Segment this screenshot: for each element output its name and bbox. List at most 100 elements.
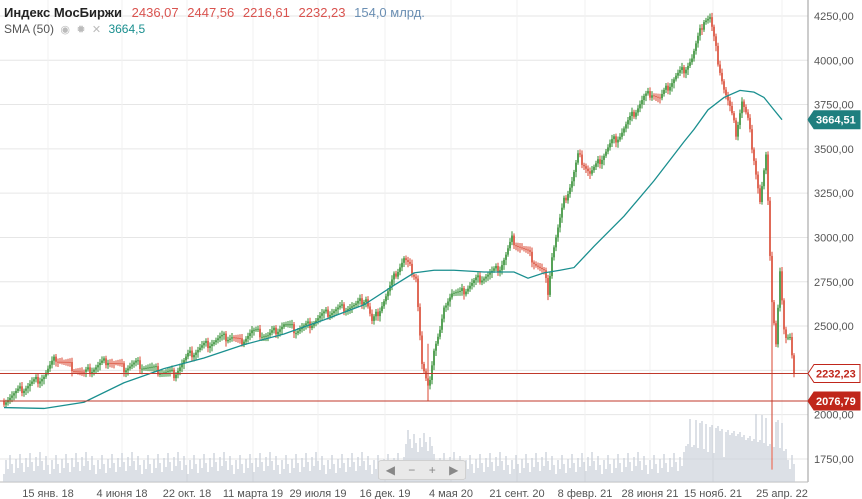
scroll-right-icon[interactable]: ▶ [449,463,459,477]
volume-bar [529,472,531,482]
volume-bar [11,464,13,482]
volume-bar [171,471,173,482]
price-label-sma: 3664,51 [807,110,861,130]
candle-body [315,320,317,324]
scroll-left-icon[interactable]: ◀ [385,463,395,477]
candle-body [329,314,331,317]
candle-body [115,363,117,365]
x-tick-label: 15 янв. 18 [22,488,74,499]
candle-body [545,270,547,279]
volume-bar [137,456,139,482]
candle-body [13,393,15,396]
price-label-box [807,364,861,384]
volume-bar [263,471,265,482]
candle-body [611,139,613,144]
candle-body [291,324,293,326]
volume-bar [641,470,643,482]
volume-bar [429,437,431,482]
volume-bar [581,453,583,482]
volume-bar [749,436,751,482]
volume-bar [721,429,723,482]
volume-bar [339,468,341,482]
volume-bar [245,459,247,482]
gear-icon[interactable]: ✹ [76,24,86,36]
volume-bar [759,440,761,482]
volume-bar [533,467,535,482]
volume-bar [715,428,717,482]
volume-bar [375,469,377,482]
volume-bar [239,455,241,482]
zoom-out-icon[interactable]: − [408,463,416,477]
volume-bar [83,466,85,482]
volume-bar [57,464,59,482]
volume-bar [153,459,155,482]
candle-body [351,306,353,308]
candle-body [697,35,699,44]
candle-body [679,69,681,73]
candle-body [753,149,755,161]
x-tick-label: 4 мая 20 [429,488,473,499]
volume-bar [277,465,279,482]
candle-body [761,186,763,203]
candle-body [219,336,221,339]
zoom-in-icon[interactable]: + [428,463,436,477]
eye-icon[interactable]: ◉ [60,24,70,36]
candle-body [275,327,277,335]
volume-bar [337,459,339,482]
close-icon[interactable]: ✕ [91,24,102,36]
candle-body [387,291,389,297]
candle-body [27,386,29,389]
candle-body [375,311,377,317]
x-tick-label: 21 сент. 20 [489,488,544,499]
volume-bar [13,473,15,482]
candle-body [703,22,705,30]
legend-close: 2232,23 [298,5,346,20]
volume-bar [595,470,597,482]
candle-body [495,265,497,269]
candle-body [437,336,439,344]
candle-body [129,366,131,369]
candle-body [615,136,617,143]
candle-body [391,279,393,286]
volume-bar [679,457,681,482]
candle-body [149,367,151,369]
volume-bar [357,457,359,482]
volume-bar [323,465,325,482]
candle-body [377,311,379,317]
candle-body [365,299,367,302]
candle-body [663,89,665,95]
candle-body [307,321,309,324]
candle-body [729,100,731,106]
volume-bar [121,453,123,482]
volume-bar [213,453,215,482]
volume-bar [221,466,223,482]
volume-bar [731,433,733,482]
candle-body [685,69,687,74]
volume-bar [587,457,589,482]
volume-bar [609,464,611,482]
candle-body [705,20,707,23]
volume-bar [777,420,779,482]
volume-bar [47,465,49,482]
volume-bar [765,418,767,482]
candle-body [5,402,7,405]
volume-bar [353,462,355,482]
legend-low: 2216,61 [242,5,290,20]
volume-bar [773,447,775,482]
candle-body [577,153,579,163]
candle-body [243,341,245,345]
candle-body [373,316,375,321]
candle-body [421,335,423,364]
volume-bar [73,467,75,482]
candle-body [37,376,39,384]
candle-body [707,18,709,21]
candle-body [531,251,533,263]
volume-bar [65,454,67,482]
volume-bar [291,459,293,482]
volume-bar [747,438,749,482]
candle-body [67,361,69,363]
candle-body [237,337,239,339]
volume-bar [131,452,133,482]
candle-body [361,298,363,305]
